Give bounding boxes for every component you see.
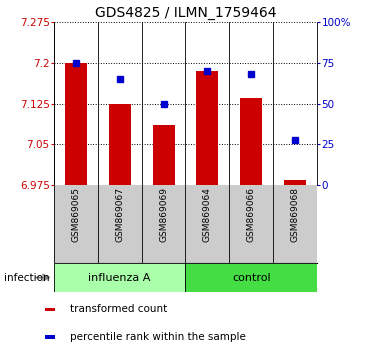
Bar [109, 104, 131, 185]
Text: GSM869069: GSM869069 [159, 188, 168, 242]
Text: GSM869068: GSM869068 [291, 188, 300, 242]
Text: GSM869064: GSM869064 [203, 188, 212, 242]
Text: influenza A: influenza A [88, 273, 151, 282]
Bar [186, 263, 317, 292]
Bar [45, 308, 55, 311]
Bar [284, 180, 306, 185]
Title: GDS4825 / ILMN_1759464: GDS4825 / ILMN_1759464 [95, 6, 276, 20]
Text: GSM869066: GSM869066 [247, 188, 256, 242]
Text: percentile rank within the sample: percentile rank within the sample [70, 332, 246, 342]
Text: GSM869067: GSM869067 [115, 188, 124, 242]
Text: infection: infection [4, 273, 49, 282]
Bar [197, 71, 219, 185]
Bar [152, 125, 174, 185]
Text: GSM869065: GSM869065 [71, 188, 80, 242]
Bar [65, 63, 87, 185]
Bar [54, 263, 185, 292]
Bar [240, 98, 262, 185]
Bar [45, 335, 55, 338]
Text: transformed count: transformed count [70, 304, 168, 314]
Text: control: control [232, 273, 271, 282]
